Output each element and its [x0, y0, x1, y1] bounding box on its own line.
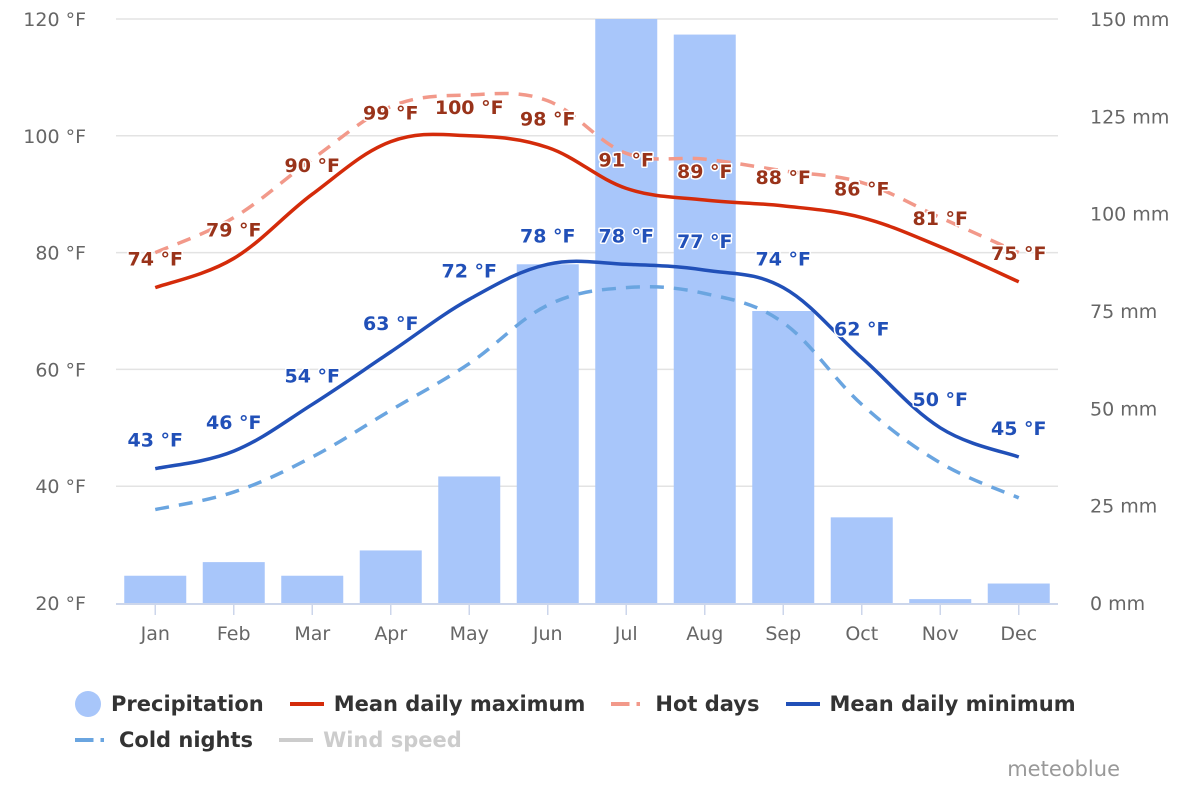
legend-label: Cold nights — [119, 728, 254, 752]
precipitation-bars — [124, 19, 1050, 603]
data-label: 78 °F — [520, 225, 576, 247]
data-label: 77 °F — [677, 231, 733, 253]
y-left-tick-label: 60 °F — [35, 359, 86, 381]
data-label: 45 °F — [991, 418, 1047, 440]
legend: Precipitation Mean daily maximum Hot day… — [75, 686, 1175, 758]
legend-item-hot-days[interactable]: Hot days — [611, 692, 760, 716]
y-left-tick-label: 120 °F — [23, 9, 86, 31]
data-label: 79 °F — [206, 219, 262, 241]
x-tick-label: Feb — [217, 623, 251, 645]
y-right-tick-label: 125 mm — [1090, 106, 1169, 128]
x-tick-label: Mar — [294, 623, 330, 645]
mean-daily-maximum-line — [154, 132, 1020, 290]
dashed-line-icon — [611, 702, 646, 706]
x-tick-label: Jun — [532, 623, 563, 645]
data-label: 74 °F — [755, 249, 811, 271]
data-label: 86 °F — [834, 179, 890, 201]
data-label: 91 °F — [598, 149, 654, 171]
precipitation-bar — [516, 264, 579, 603]
precipitation-bar — [438, 476, 501, 603]
y-left-tick-label: 100 °F — [23, 126, 86, 148]
precipitation-bar — [909, 599, 972, 603]
y-right-tick-label: 50 mm — [1090, 398, 1157, 420]
mean-daily-minimum-line — [154, 259, 1020, 471]
data-label: 81 °F — [912, 208, 968, 230]
y-right-tick-label: 75 mm — [1090, 301, 1157, 323]
precipitation-bar — [673, 34, 736, 603]
legend-label: Mean daily minimum — [829, 692, 1076, 716]
data-label: 63 °F — [363, 313, 419, 335]
dashed-line-icon — [75, 738, 109, 742]
cold-nights-line — [154, 285, 1020, 512]
precipitation-bar — [124, 575, 187, 603]
x-tick-label: Aug — [686, 623, 723, 645]
y-right-tick-label: 0 mm — [1090, 593, 1145, 615]
x-tick-label: Apr — [374, 623, 407, 645]
legend-item-cold-nights[interactable]: Cold nights — [75, 728, 253, 752]
legend-item-mean-daily-maximum[interactable]: Mean daily maximum — [289, 692, 586, 716]
data-labels: 74 °F 79 °F 90 °F 99 °F 100 °F 98 °F 91 °F 89 °… — [126, 95, 1048, 453]
data-label: 99 °F — [363, 103, 419, 125]
data-label: 72 °F — [441, 260, 497, 282]
x-tick-label: Jul — [614, 623, 638, 645]
line-icon — [289, 702, 324, 706]
precipitation-bar — [281, 575, 344, 603]
y-left-tick-label: 20 °F — [35, 593, 86, 615]
y-right-tick-label: 25 mm — [1090, 496, 1157, 518]
circle-icon — [75, 691, 101, 717]
x-axis: Jan Feb Mar Apr May Jun Jul Aug Sep Oct Nov Dec — [116, 603, 1058, 645]
precipitation-bar — [830, 517, 893, 603]
legend-label: Precipitation — [111, 692, 264, 716]
legend-label: Wind speed — [323, 728, 462, 752]
y-right-tick-label: 100 mm — [1090, 204, 1169, 226]
line-icon — [279, 738, 314, 742]
data-label: 78 °F — [598, 225, 654, 247]
data-label: 50 °F — [912, 389, 968, 411]
legend-item-precipitation[interactable]: Precipitation — [75, 691, 264, 717]
x-tick-label: Dec — [1000, 623, 1037, 645]
data-label: 46 °F — [206, 412, 262, 434]
credit-label[interactable]: meteoblue — [1007, 757, 1120, 781]
y-right-tick-label: 150 mm — [1090, 9, 1169, 31]
x-tick-label: Nov — [922, 623, 959, 645]
data-label: 62 °F — [834, 319, 890, 341]
precipitation-bar — [595, 19, 658, 603]
data-label: 43 °F — [127, 430, 183, 452]
hot-days-line — [154, 91, 1020, 255]
y-left-tick-label: 80 °F — [35, 243, 86, 265]
data-label: 98 °F — [520, 108, 576, 130]
legend-row-2: Cold nights Wind speed — [75, 722, 1175, 758]
legend-row-1: Precipitation Mean daily maximum Hot day… — [75, 686, 1175, 722]
legend-label: Hot days — [655, 692, 760, 716]
grid-lines — [116, 18, 1058, 487]
data-label: 100 °F — [435, 97, 504, 119]
x-tick-label: Jan — [140, 623, 170, 645]
precipitation-bar — [752, 311, 815, 603]
y-axis-right: 0 mm 25 mm 50 mm 75 mm 100 mm 125 mm 150 mm — [1090, 9, 1169, 615]
data-label: 74 °F — [127, 249, 183, 271]
legend-item-mean-daily-minimum[interactable]: Mean daily minimum — [785, 692, 1076, 716]
data-label: 88 °F — [755, 167, 811, 189]
data-label: 75 °F — [991, 243, 1047, 265]
data-label: 89 °F — [677, 161, 733, 183]
x-tick-label: Sep — [765, 623, 801, 645]
legend-item-wind-speed[interactable]: Wind speed — [279, 728, 462, 752]
precipitation-bar — [359, 550, 422, 603]
precipitation-bar — [202, 562, 265, 603]
climate-chart: Jan Feb Mar Apr May Jun Jul Aug Sep Oct Nov Dec 20 … — [23, 9, 1169, 645]
data-label: 90 °F — [284, 155, 340, 177]
y-left-tick-label: 40 °F — [35, 476, 86, 498]
y-axis-left: 20 °F 40 °F 60 °F 80 °F 100 °F 120 °F — [23, 9, 86, 615]
data-label: 54 °F — [284, 365, 340, 387]
legend-label: Mean daily maximum — [333, 692, 586, 716]
precipitation-bar — [987, 583, 1050, 603]
line-icon — [785, 702, 820, 706]
series-lines — [154, 91, 1020, 512]
x-tick-label: May — [450, 623, 489, 645]
x-tick-label: Oct — [845, 623, 878, 645]
